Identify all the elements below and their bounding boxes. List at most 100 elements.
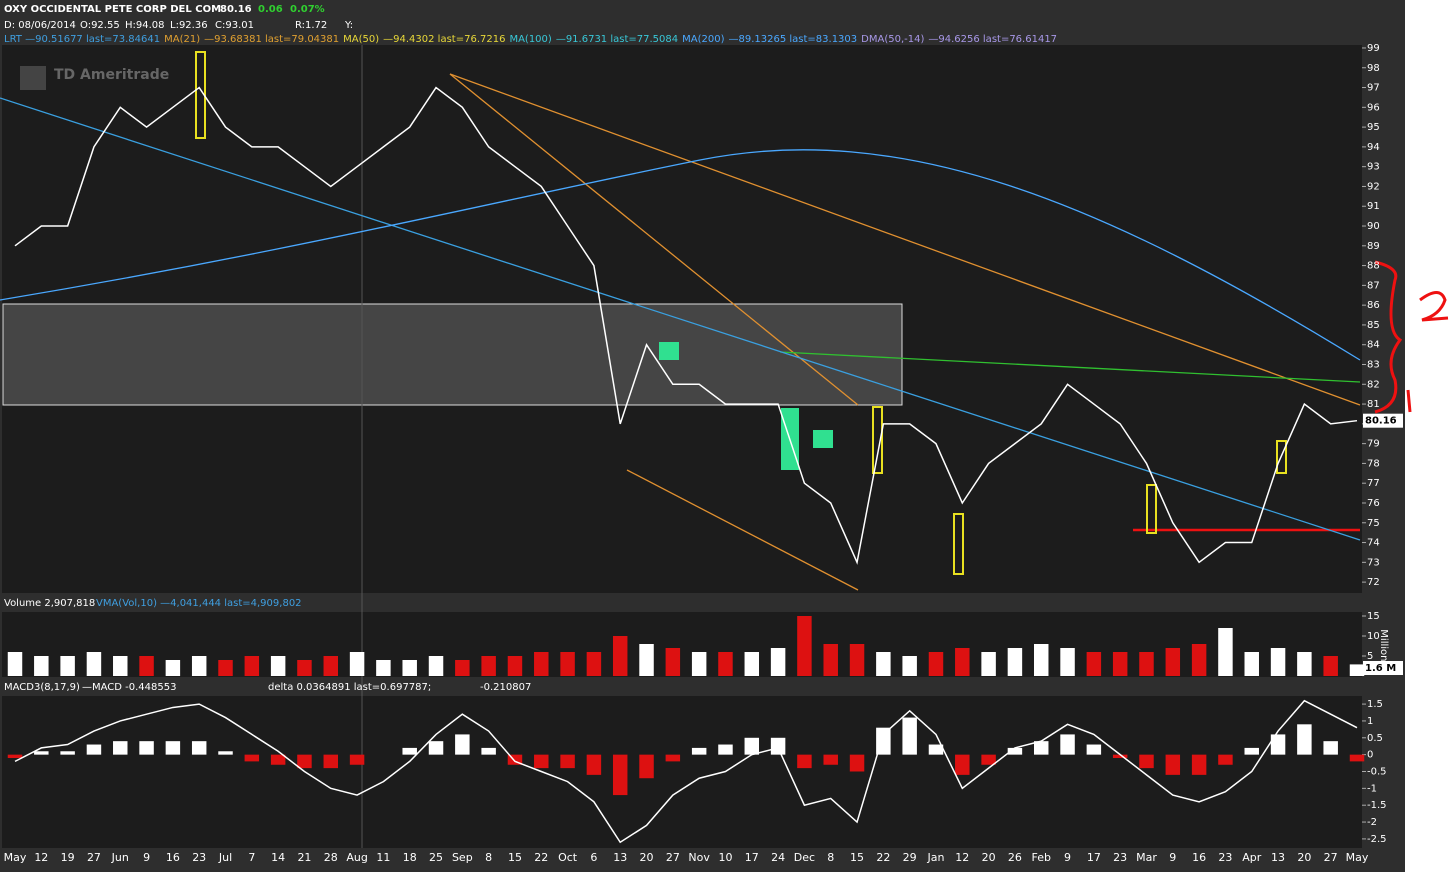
study-label: MA(200) bbox=[682, 34, 724, 45]
y-tick-label: 82 bbox=[1367, 379, 1380, 390]
bar bbox=[1007, 747, 1023, 755]
x-tick-label: 25 bbox=[429, 851, 443, 864]
bar bbox=[1165, 754, 1181, 775]
bar bbox=[770, 737, 786, 755]
header: OXY OCCIDENTAL PETE CORP DEL COM 80.16 0… bbox=[4, 4, 353, 31]
y-tick-label: 0.5 bbox=[1367, 733, 1383, 744]
bar bbox=[981, 754, 996, 765]
bar bbox=[1297, 724, 1312, 755]
x-tick-label: 9 bbox=[1169, 851, 1176, 864]
x-tick-label: Jul bbox=[218, 851, 232, 864]
logo-box bbox=[20, 66, 46, 90]
y-tick-label: -2.5 bbox=[1367, 834, 1387, 845]
change: 0.06 bbox=[258, 4, 283, 15]
x-tick-label: 15 bbox=[508, 851, 522, 864]
bar bbox=[1139, 652, 1154, 676]
x-tick-label: May bbox=[1346, 851, 1369, 864]
x-tick-label: 22 bbox=[534, 851, 548, 864]
bar bbox=[1218, 754, 1233, 765]
x-tick-label: 8 bbox=[827, 851, 834, 864]
y-tick-label: 89 bbox=[1367, 241, 1380, 252]
bar bbox=[218, 660, 233, 676]
bar bbox=[560, 652, 575, 676]
bar bbox=[849, 644, 865, 676]
bar bbox=[744, 737, 760, 755]
bar bbox=[770, 648, 786, 676]
x-tick-label: Dec bbox=[794, 851, 815, 864]
panel-title: MACD3(8,17,9) bbox=[4, 682, 80, 693]
x-tick-label: 9 bbox=[143, 851, 150, 864]
x-tick-label: 8 bbox=[485, 851, 492, 864]
bar bbox=[428, 741, 444, 755]
y-tick-label: 0 bbox=[1367, 750, 1373, 761]
y-tick-label: 95 bbox=[1367, 122, 1380, 133]
y-tick-label: 10 bbox=[1367, 631, 1380, 642]
bar bbox=[1112, 754, 1128, 759]
bar bbox=[639, 644, 654, 676]
x-tick-label: 11 bbox=[376, 851, 390, 864]
bar bbox=[560, 754, 575, 769]
y-tick-label: 83 bbox=[1367, 360, 1380, 371]
x-tick-label: Aug bbox=[346, 851, 367, 864]
x-tick-label: 12 bbox=[34, 851, 48, 864]
bar bbox=[191, 656, 207, 676]
x-tick-label: 20 bbox=[640, 851, 654, 864]
high: H:94.08 bbox=[125, 20, 165, 31]
bar bbox=[902, 717, 917, 755]
line bbox=[14, 86, 1358, 565]
y-tick-label: 88 bbox=[1367, 261, 1380, 272]
bar bbox=[481, 656, 496, 676]
unit-label: Millions bbox=[1378, 629, 1389, 666]
panel-legend: —MACD -0.448553 bbox=[82, 682, 176, 693]
x-tick-label: Mar bbox=[1136, 851, 1157, 864]
bar bbox=[849, 754, 865, 772]
x-tick-label: 9 bbox=[1064, 851, 1071, 864]
y-tick-label: 1.5 bbox=[1367, 699, 1383, 710]
bar bbox=[349, 754, 365, 765]
bar bbox=[823, 754, 838, 765]
panel-title: Volume 2,907,818 bbox=[4, 598, 95, 609]
bar bbox=[60, 656, 75, 676]
bar bbox=[244, 754, 260, 762]
bar bbox=[823, 644, 838, 676]
bar bbox=[586, 652, 602, 676]
study-label: —94.6256 last=76.61417 bbox=[928, 34, 1057, 45]
x-tick-label: 27 bbox=[87, 851, 101, 864]
x-tick-label: 29 bbox=[903, 851, 917, 864]
bar bbox=[428, 656, 444, 676]
study-label: DMA(50,-14) bbox=[861, 34, 924, 45]
y-tick-label: 5 bbox=[1367, 651, 1373, 662]
x-tick-label: 22 bbox=[876, 851, 890, 864]
y-tick-label: 99 bbox=[1367, 43, 1380, 54]
last-price-box bbox=[1363, 413, 1403, 428]
x-tick-label: 10 bbox=[718, 851, 732, 864]
bar bbox=[1165, 648, 1181, 676]
change-pct: 0.07% bbox=[290, 4, 325, 15]
bar bbox=[691, 747, 707, 755]
bar bbox=[1244, 652, 1259, 676]
panel-legend: VMA(Vol,10) —4,041,444 last=4,909,802 bbox=[96, 598, 302, 609]
x-tick-label: 13 bbox=[613, 851, 627, 864]
bar bbox=[139, 741, 154, 755]
y-tick-label: -0.5 bbox=[1367, 766, 1387, 777]
open: O:92.55 bbox=[80, 20, 120, 31]
x-tick-label: Jun bbox=[111, 851, 129, 864]
bar bbox=[297, 754, 312, 769]
bar bbox=[1086, 652, 1102, 676]
x-tick-label: 16 bbox=[1192, 851, 1206, 864]
bar bbox=[665, 754, 681, 762]
symbol: OXY OCCIDENTAL PETE CORP DEL COM bbox=[4, 4, 221, 15]
bar bbox=[270, 754, 286, 765]
annotation-bracket bbox=[1374, 260, 1403, 414]
y-tick-label: 15 bbox=[1367, 611, 1380, 622]
bar bbox=[165, 660, 181, 676]
bar bbox=[86, 652, 102, 676]
y-tick-label: 76 bbox=[1367, 498, 1380, 509]
bar bbox=[1033, 644, 1049, 676]
trendlines bbox=[0, 73, 1361, 591]
y-tick-label: 91 bbox=[1367, 201, 1380, 212]
bar-date: D: 08/06/2014 bbox=[4, 20, 76, 31]
annotation-1 bbox=[1406, 389, 1412, 413]
bar bbox=[928, 744, 944, 755]
y-tick-label: 84 bbox=[1367, 340, 1380, 351]
